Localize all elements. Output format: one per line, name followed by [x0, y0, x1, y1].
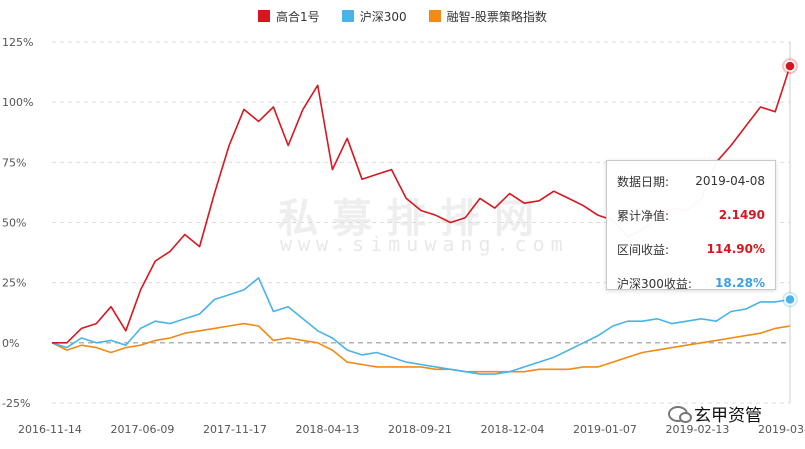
tooltip-hs300-value: 18.28%: [715, 276, 765, 290]
endpoint-marker: [784, 60, 796, 72]
legend-label-fund: 高合1号: [276, 9, 320, 24]
legend-label-hs300: 沪深300: [359, 9, 407, 24]
y-tick-label: 125%: [2, 36, 33, 49]
x-tick-label: 2018-04-13: [296, 423, 360, 436]
tooltip-row-date: 数据日期: 2019-04-08: [607, 166, 775, 196]
x-tick-label: 2019-03-15: [758, 423, 805, 436]
watermark-cn: 私募排排网: [278, 195, 548, 242]
x-tick-label: 2018-12-04: [481, 423, 545, 436]
tooltip-nav-label: 累计净值:: [617, 208, 670, 223]
endpoint-marker: [784, 293, 796, 306]
tooltip-hs300-label: 沪深300收益:: [617, 276, 692, 291]
y-tick-label: 0%: [2, 337, 19, 350]
tooltip-nav-value: 2.1490: [718, 208, 765, 222]
tooltip-row-nav: 累计净值: 2.1490: [607, 200, 775, 230]
y-tick-label: 25%: [2, 277, 26, 290]
tooltip-return-value: 114.90%: [706, 242, 765, 256]
y-tick-label: 75%: [2, 156, 26, 169]
legend-label-index: 融智-股票策略指数: [446, 9, 547, 24]
tooltip-row-return: 区间收益: 114.90%: [607, 234, 775, 264]
y-tick-label: -25%: [2, 397, 30, 410]
legend: 高合1号 沪深300 融智-股票策略指数: [0, 6, 805, 26]
legend-swatch-hs300: [341, 10, 354, 22]
wechat-icon: [668, 405, 692, 423]
tooltip: 数据日期: 2019-04-08 累计净值: 2.1490 区间收益: 114.…: [606, 160, 776, 291]
y-tick-label: 100%: [2, 96, 33, 109]
tooltip-date-value: 2019-04-08: [695, 174, 765, 188]
series-line: [51, 322, 791, 373]
y-tick-label: 50%: [2, 217, 26, 230]
tooltip-date-label: 数据日期:: [617, 174, 670, 189]
brand-label: 玄甲资管: [694, 406, 762, 426]
x-tick-label: 2019-02-13: [666, 423, 730, 436]
x-tick-label: 2017-11-17: [203, 423, 267, 436]
x-tick-label: 2016-11-14: [18, 423, 82, 436]
tooltip-return-label: 区间收益:: [617, 242, 670, 257]
x-tick-label: 2017-06-09: [111, 423, 175, 436]
x-tick-label: 2018-09-21: [388, 423, 452, 436]
brand: 玄甲资管: [668, 401, 762, 426]
legend-swatch-fund: [258, 10, 271, 22]
legend-item-index[interactable]: 融智-股票策略指数: [428, 8, 547, 25]
legend-item-fund[interactable]: 高合1号: [258, 8, 320, 25]
series-line: [51, 277, 791, 375]
legend-item-hs300[interactable]: 沪深300: [341, 8, 407, 25]
tooltip-row-hs300: 沪深300收益: 18.28%: [607, 268, 775, 298]
x-tick-label: 2019-01-07: [573, 423, 637, 436]
watermark-en: www.simuwang.com: [280, 232, 569, 256]
legend-swatch-index: [428, 10, 441, 22]
